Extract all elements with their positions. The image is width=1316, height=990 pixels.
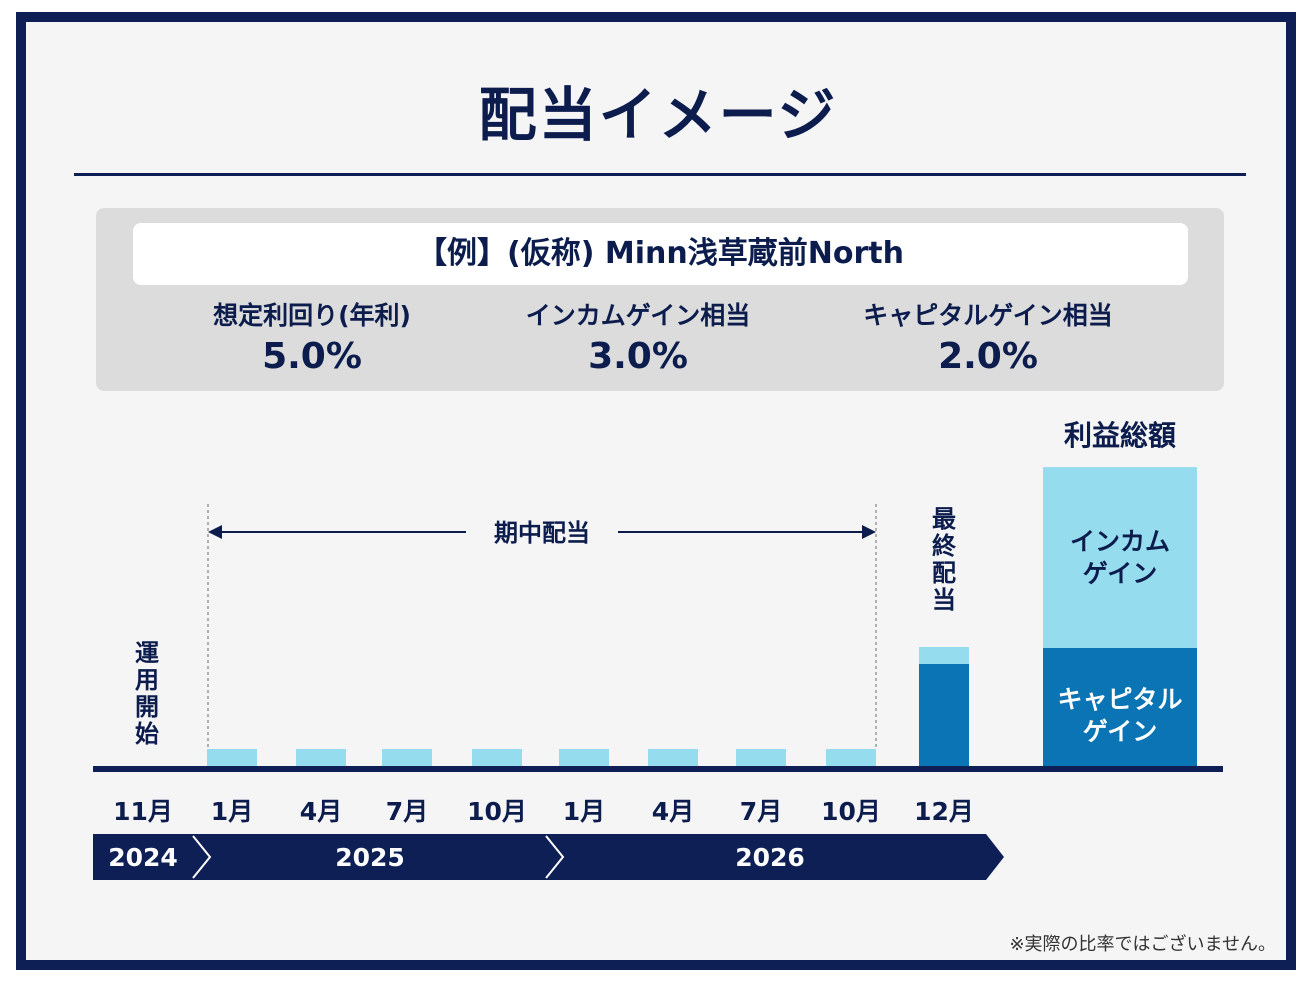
vertical-char: 最 (932, 505, 956, 533)
metric-income: インカムゲイン相当 3.0% (458, 296, 818, 377)
year-label-2026: 2026 (735, 843, 805, 872)
bar-income-8 (826, 749, 876, 766)
year-separator (545, 835, 565, 879)
interim-dividend-label: 期中配当 (494, 519, 590, 547)
bar-capital-9 (919, 664, 969, 766)
title-divider (74, 173, 1246, 176)
income-gain-label: インカム ゲイン (1043, 526, 1197, 590)
bar-income-7 (736, 749, 786, 766)
final-dividend-label: 最終配当 (924, 506, 964, 614)
bar-income-4 (472, 749, 522, 766)
total-bar-capital (1043, 648, 1197, 766)
month-tick-label: 11月 (113, 797, 173, 826)
metric-capital-label: キャピタルゲイン相当 (863, 301, 1113, 330)
vertical-char: 終 (932, 532, 956, 560)
metric-yield: 想定利回り(年利) 5.0% (132, 296, 492, 377)
vertical-char: 開 (135, 693, 159, 721)
month-tick-label: 10月 (467, 797, 527, 826)
footnote: ※実際の比率ではございません。 (1009, 934, 1276, 955)
metric-income-value: 3.0% (588, 336, 688, 377)
month-tick-label: 1月 (210, 797, 254, 826)
metric-capital-value: 2.0% (938, 336, 1038, 377)
vertical-char: 用 (135, 666, 159, 694)
bar-income-5 (559, 749, 609, 766)
bar-label-line: ゲイン (1082, 717, 1158, 746)
annotation-group: 期中配当 (207, 504, 877, 748)
interim-arrowhead-left (208, 525, 222, 539)
bar-label-line: ゲイン (1082, 559, 1158, 588)
metric-yield-value: 5.0% (262, 336, 362, 377)
start-label: 運用開始 (127, 640, 167, 748)
capital-gain-label: キャピタル ゲイン (1043, 684, 1197, 748)
page-title: 配当イメージ (478, 81, 838, 149)
bar-label-line: インカム (1069, 527, 1170, 556)
bar-label-line: キャピタル (1057, 685, 1183, 714)
vertical-char: 運 (135, 639, 159, 667)
metric-income-label: インカムゲイン相当 (525, 301, 751, 330)
bar-income-9 (919, 647, 969, 664)
month-tick-label: 10月 (821, 797, 881, 826)
year-band (93, 834, 1004, 880)
vertical-char: 配 (932, 559, 956, 587)
vertical-char: 当 (932, 586, 956, 614)
bar-income-1 (207, 749, 257, 766)
interim-arrowhead-right (862, 525, 876, 539)
vertical-char: 始 (135, 720, 159, 748)
bar-income-6 (648, 749, 698, 766)
example-property: 【例】(仮称) Minn浅草蔵前North (133, 223, 1188, 285)
year-label-2025: 2025 (335, 843, 405, 872)
month-tick-label: 12月 (914, 797, 974, 826)
total-profit-label: 利益総額 (1063, 419, 1176, 452)
bar-income-3 (382, 749, 432, 766)
year-label-2024: 2024 (108, 843, 178, 872)
month-tick-label: 7月 (739, 797, 783, 826)
month-tick-label: 1月 (562, 797, 606, 826)
month-tick-label: 4月 (299, 797, 343, 826)
metric-capital: キャピタルゲイン相当 2.0% (808, 296, 1168, 377)
month-tick-label: 4月 (651, 797, 695, 826)
total-bar-income (1043, 467, 1197, 648)
month-tick-label: 7月 (385, 797, 429, 826)
bars-group (93, 467, 1223, 880)
bar-income-2 (296, 749, 346, 766)
metric-yield-label: 想定利回り(年利) (213, 301, 411, 330)
year-separator (192, 835, 212, 879)
